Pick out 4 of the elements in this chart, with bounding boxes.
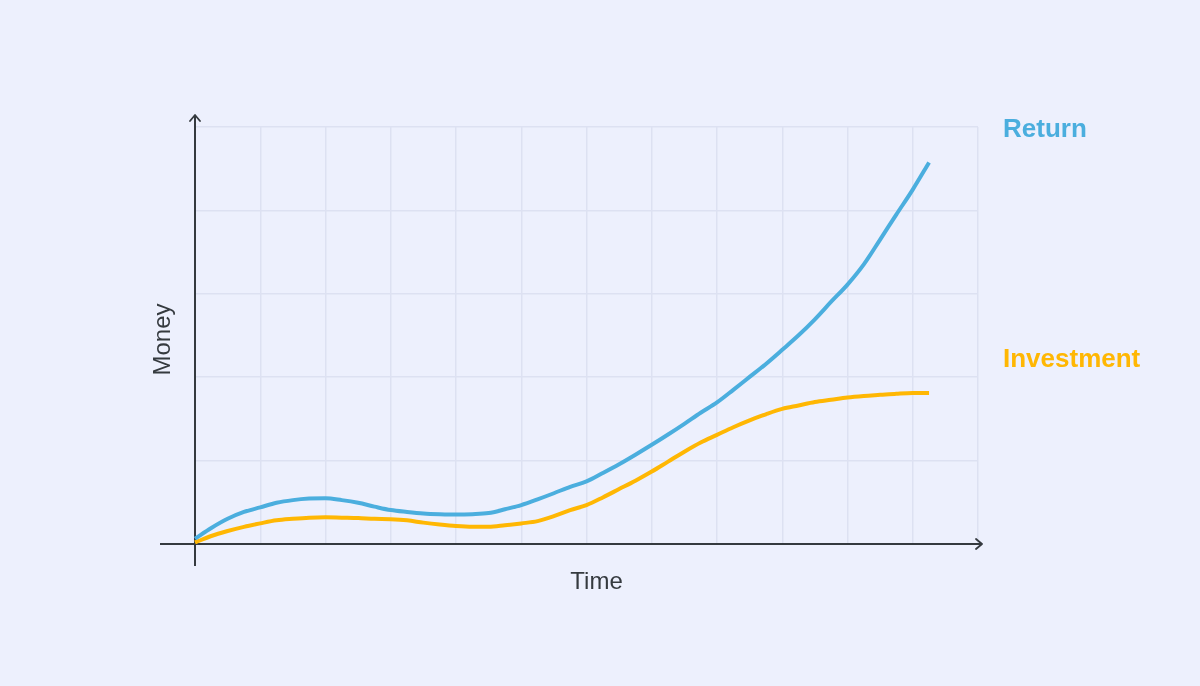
text: Return	[1003, 112, 1087, 143]
x-axis-title: Time	[570, 566, 623, 594]
y-axis-title: Money	[147, 303, 175, 376]
text: Investment	[1003, 343, 1141, 374]
